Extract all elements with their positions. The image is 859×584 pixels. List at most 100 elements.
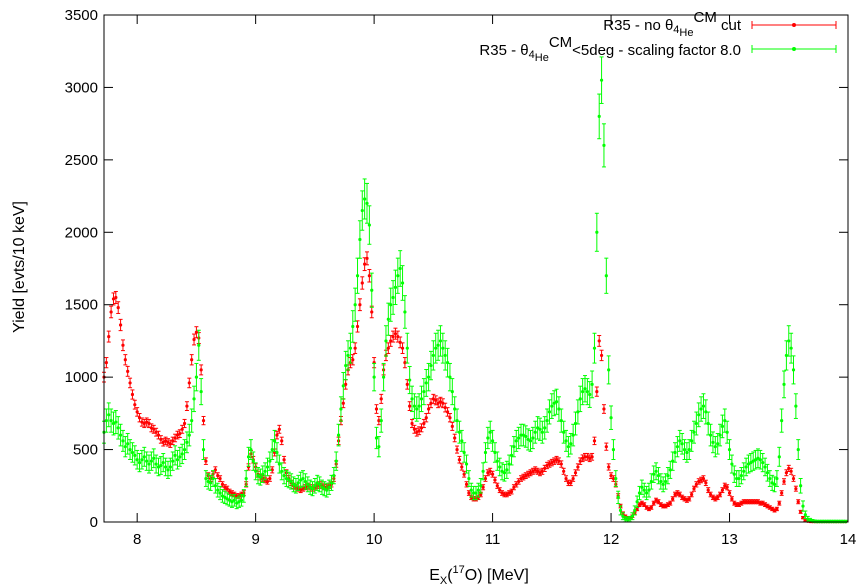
data-point bbox=[113, 410, 118, 435]
data-point bbox=[462, 470, 467, 478]
data-point bbox=[720, 414, 725, 439]
data-point bbox=[488, 420, 493, 444]
data-point bbox=[523, 472, 528, 480]
data-point bbox=[267, 475, 272, 482]
data-point bbox=[315, 474, 320, 491]
data-point bbox=[784, 340, 789, 371]
data-point bbox=[161, 453, 166, 473]
data-point bbox=[393, 269, 398, 306]
data-point bbox=[547, 460, 552, 468]
data-point bbox=[113, 290, 118, 304]
data-point bbox=[758, 449, 763, 470]
data-point bbox=[225, 485, 230, 492]
data-point bbox=[144, 451, 149, 471]
y-axis-label: Yield [evts/10 keV] bbox=[11, 201, 28, 333]
data-point bbox=[365, 251, 370, 266]
data-point bbox=[135, 407, 140, 417]
data-point bbox=[365, 182, 370, 224]
data-point bbox=[734, 502, 739, 507]
data-point bbox=[151, 424, 156, 434]
x-axis-label: EX(17O) [MeV] bbox=[429, 564, 529, 584]
data-point bbox=[495, 451, 500, 471]
data-point bbox=[549, 458, 554, 467]
data-point bbox=[590, 452, 595, 461]
data-point bbox=[341, 372, 346, 400]
data-point bbox=[632, 505, 637, 516]
data-point bbox=[521, 423, 526, 447]
data-point bbox=[744, 499, 749, 505]
data-point bbox=[156, 457, 161, 477]
data-point bbox=[175, 430, 180, 440]
data-point bbox=[168, 457, 173, 477]
data-point bbox=[213, 466, 218, 474]
data-point bbox=[234, 497, 239, 510]
legend-label-no-cut-sub1: 4 bbox=[673, 24, 679, 36]
data-point bbox=[244, 470, 249, 487]
data-point bbox=[232, 493, 237, 507]
data-point bbox=[116, 301, 121, 314]
data-point bbox=[708, 423, 713, 447]
data-point bbox=[357, 220, 362, 259]
data-point bbox=[459, 463, 464, 471]
data-point bbox=[227, 493, 232, 507]
data-point bbox=[291, 476, 296, 493]
data-point bbox=[642, 482, 647, 498]
data-point bbox=[492, 476, 497, 484]
legend-label-no-cut-prefix: R35 - no θ bbox=[603, 17, 673, 34]
data-point bbox=[528, 469, 533, 477]
data-point bbox=[154, 454, 159, 474]
data-point bbox=[663, 473, 668, 490]
data-point bbox=[500, 462, 505, 481]
data-point bbox=[694, 411, 699, 436]
data-point bbox=[443, 402, 448, 413]
data-point bbox=[410, 385, 415, 413]
data-point bbox=[564, 429, 569, 452]
data-point bbox=[265, 457, 270, 477]
data-point bbox=[573, 469, 578, 477]
data-point bbox=[272, 429, 277, 452]
data-point bbox=[265, 478, 270, 485]
data-point bbox=[130, 389, 135, 400]
data-point bbox=[564, 475, 569, 482]
data-point bbox=[620, 512, 625, 521]
data-point bbox=[428, 350, 433, 381]
data-point bbox=[194, 362, 199, 392]
data-point bbox=[282, 455, 287, 464]
data-point bbox=[383, 325, 388, 357]
data-point bbox=[689, 491, 694, 498]
data-point bbox=[649, 505, 654, 510]
data-point bbox=[452, 433, 457, 443]
data-point bbox=[751, 451, 756, 471]
data-point bbox=[578, 385, 583, 413]
data-point bbox=[658, 473, 663, 490]
data-point bbox=[737, 470, 742, 487]
data-point bbox=[149, 451, 154, 471]
data-point bbox=[398, 250, 403, 287]
data-point bbox=[419, 423, 424, 433]
data-point bbox=[274, 430, 279, 440]
data-point bbox=[483, 475, 488, 482]
data-point bbox=[199, 378, 204, 406]
data-point bbox=[618, 505, 623, 516]
data-point bbox=[286, 471, 291, 489]
data-point bbox=[412, 393, 417, 419]
data-point bbox=[353, 342, 358, 354]
data-point bbox=[144, 417, 149, 427]
data-point bbox=[128, 377, 133, 389]
data-point bbox=[424, 413, 429, 423]
data-point bbox=[680, 432, 685, 455]
data-point bbox=[514, 429, 519, 452]
data-point bbox=[777, 500, 782, 506]
data-point bbox=[402, 295, 407, 329]
legend-label-no-cut-sub2: He bbox=[679, 27, 693, 39]
data-point bbox=[421, 378, 426, 406]
x-tick-label: 12 bbox=[603, 531, 620, 548]
data-point bbox=[123, 436, 128, 458]
data-point bbox=[284, 470, 289, 487]
data-point bbox=[637, 485, 642, 501]
data-point bbox=[744, 457, 749, 477]
data-point bbox=[393, 327, 398, 340]
data-point bbox=[305, 476, 310, 493]
data-point bbox=[497, 457, 502, 477]
data-point bbox=[253, 462, 258, 481]
